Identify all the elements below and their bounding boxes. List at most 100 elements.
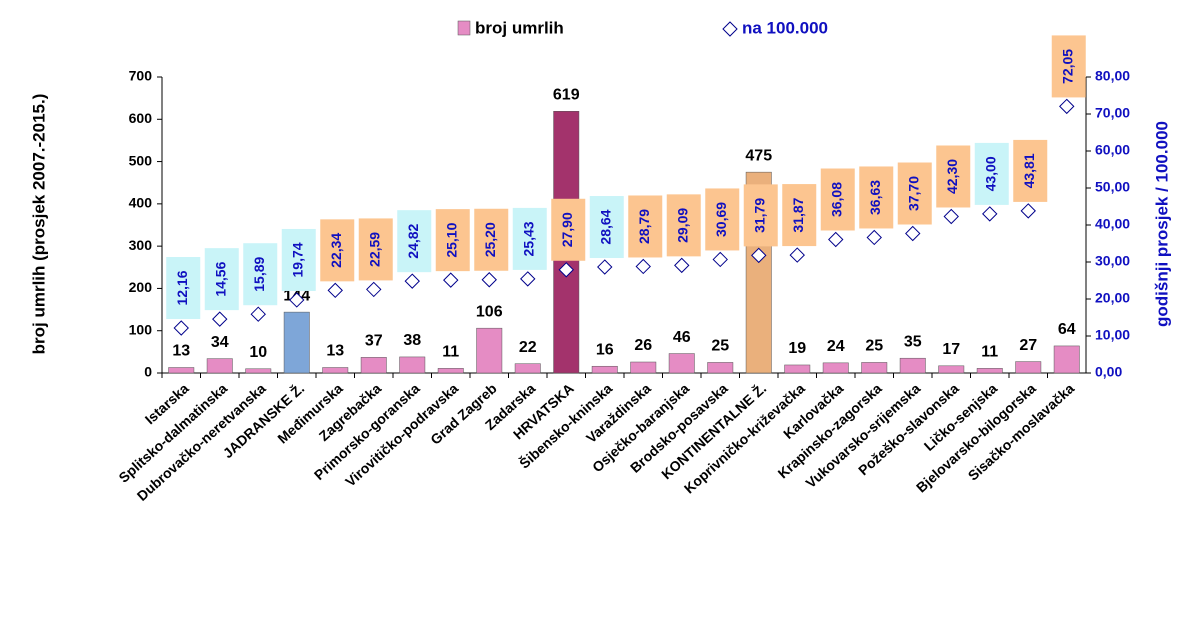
bar-value-label: 16: [596, 341, 614, 358]
rate-marker: [173, 320, 189, 336]
y-tick-label: 600: [129, 110, 153, 126]
rate-marker: [828, 231, 844, 248]
rate-label-box: [1051, 35, 1086, 98]
y2-tick-label: 30,00: [1095, 253, 1130, 269]
rate-label: 37,70: [905, 176, 921, 211]
rate-label: 72,05: [1059, 49, 1075, 84]
bar: [283, 311, 310, 374]
rate-label: 22,59: [366, 232, 382, 267]
rate-marker: [250, 306, 266, 322]
rate-label: 22,34: [328, 233, 344, 268]
y2-tick-label: 70,00: [1095, 105, 1130, 121]
rate-label: 25,10: [443, 222, 459, 257]
rate-marker: [520, 271, 536, 287]
bar-value-label: 13: [172, 343, 190, 360]
y-tick-label: 100: [129, 321, 153, 337]
rate-marker: [327, 282, 343, 299]
bar: [591, 365, 618, 374]
bar: [437, 368, 464, 374]
rate-label: 15,89: [251, 256, 267, 291]
rate-marker: [366, 281, 382, 298]
rate-label-box: [243, 243, 278, 306]
y2-tick-label: 10,00: [1095, 327, 1130, 343]
rate-label: 30,69: [713, 202, 729, 237]
rate-label: 28,79: [636, 209, 652, 244]
bar-value-label: 22: [519, 339, 537, 356]
rate-label: 25,43: [520, 221, 536, 256]
rate-marker: [212, 311, 228, 327]
rate-label-box: [474, 208, 509, 271]
rate-label: 31,87: [790, 197, 806, 232]
rate-label: 36,63: [867, 180, 883, 215]
rate-marker: [712, 251, 728, 268]
y-tick-label: 500: [129, 152, 153, 168]
y2-tick-label: 40,00: [1095, 216, 1130, 232]
rate-label-box: [166, 257, 201, 320]
rate-marker: [905, 225, 921, 242]
rate-marker: [597, 259, 613, 275]
rate-marker: [1020, 203, 1036, 219]
rate-label-box: [782, 184, 817, 247]
legend-label: na 100.000: [742, 18, 828, 37]
rate-marker: [1059, 98, 1075, 115]
y-tick-label: 700: [129, 68, 153, 84]
bar: [322, 367, 349, 374]
bar: [784, 364, 811, 374]
rate-marker: [635, 258, 651, 275]
rate-label-box: [859, 166, 894, 229]
bar: [476, 327, 503, 374]
rate-marker: [404, 273, 420, 289]
rate-marker: [866, 229, 882, 246]
rate-label-box: [204, 248, 239, 311]
rate-marker: [789, 247, 805, 263]
bar-value-label: 619: [553, 86, 580, 103]
bar-value-label: 10: [249, 344, 267, 361]
rate-label-box: [1013, 139, 1048, 202]
bar-value-label: 17: [942, 341, 960, 358]
bar: [630, 361, 657, 374]
bar-value-label: 46: [673, 329, 691, 346]
rate-label-box: [551, 198, 586, 261]
rate-label: 29,09: [674, 208, 690, 243]
bar: [822, 362, 849, 374]
rate-marker: [751, 247, 767, 264]
rate-marker: [674, 257, 690, 274]
y2-tick-label: 50,00: [1095, 179, 1130, 195]
bar-value-label: 64: [1058, 321, 1076, 338]
y2-tick-label: 20,00: [1095, 290, 1130, 306]
bar-value-label: 11: [442, 344, 459, 361]
rate-label: 36,08: [828, 182, 844, 217]
rate-label: 25,20: [482, 222, 498, 257]
rate-marker: [289, 292, 305, 308]
bar: [206, 358, 233, 374]
bar: [245, 368, 272, 374]
bar-value-label: 25: [711, 338, 729, 355]
bar: [1053, 345, 1080, 374]
bar: [707, 362, 734, 374]
rate-marker: [481, 272, 497, 288]
bar: [168, 367, 195, 374]
rate-label: 12,16: [174, 270, 190, 305]
bar-value-label: 34: [211, 334, 229, 351]
rate-label: 19,74: [289, 242, 305, 277]
bar-value-label: 11: [981, 344, 998, 361]
bar-value-label: 13: [326, 343, 344, 360]
bar-value-label: 27: [1019, 337, 1037, 354]
rate-label: 27,90: [559, 212, 575, 247]
rate-label-box: [589, 196, 624, 259]
bar: [668, 353, 695, 374]
y-tick-label: 300: [129, 237, 153, 253]
rate-label-box: [281, 228, 316, 291]
bar-value-label: 475: [745, 147, 772, 164]
bar-value-label: 106: [476, 303, 503, 320]
y-tick-label: 200: [129, 279, 153, 295]
bar: [899, 357, 926, 374]
y2-tick-label: 0,00: [1095, 364, 1122, 380]
rate-label: 14,56: [212, 261, 228, 296]
bar-value-label: 25: [865, 338, 883, 355]
y2-axis-label: godišnji prosjek / 100.000: [1152, 121, 1171, 327]
legend-marker: [722, 21, 738, 37]
rate-marker: [558, 262, 574, 278]
rate-label-box: [974, 142, 1009, 205]
